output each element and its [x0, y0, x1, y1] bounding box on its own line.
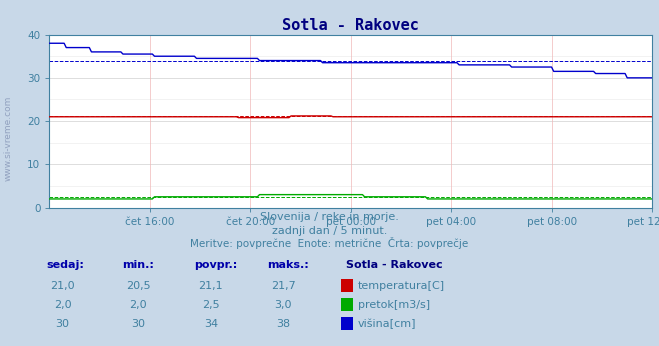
Text: 30: 30: [131, 319, 146, 329]
Text: 30: 30: [55, 319, 70, 329]
Text: min.:: min.:: [122, 260, 154, 270]
Text: povpr.:: povpr.:: [194, 260, 238, 270]
Text: maks.:: maks.:: [267, 260, 308, 270]
Text: 21,7: 21,7: [271, 281, 296, 291]
Text: Meritve: povprečne  Enote: metrične  Črta: povprečje: Meritve: povprečne Enote: metrične Črta:…: [190, 237, 469, 249]
Text: www.si-vreme.com: www.si-vreme.com: [4, 96, 13, 181]
Text: 20,5: 20,5: [126, 281, 151, 291]
Text: 21,0: 21,0: [50, 281, 75, 291]
Text: temperatura[C]: temperatura[C]: [358, 281, 445, 291]
Text: 3,0: 3,0: [275, 300, 292, 310]
Text: Sotla - Rakovec: Sotla - Rakovec: [346, 260, 443, 270]
Text: zadnji dan / 5 minut.: zadnji dan / 5 minut.: [272, 226, 387, 236]
Title: Sotla - Rakovec: Sotla - Rakovec: [283, 18, 419, 34]
Text: pretok[m3/s]: pretok[m3/s]: [358, 300, 430, 310]
Text: 2,0: 2,0: [54, 300, 71, 310]
Text: 2,0: 2,0: [130, 300, 147, 310]
Text: 38: 38: [276, 319, 291, 329]
Text: 21,1: 21,1: [198, 281, 223, 291]
Text: 34: 34: [204, 319, 218, 329]
Text: višina[cm]: višina[cm]: [358, 319, 416, 329]
Text: 2,5: 2,5: [202, 300, 219, 310]
Text: Slovenija / reke in morje.: Slovenija / reke in morje.: [260, 212, 399, 222]
Text: sedaj:: sedaj:: [46, 260, 84, 270]
